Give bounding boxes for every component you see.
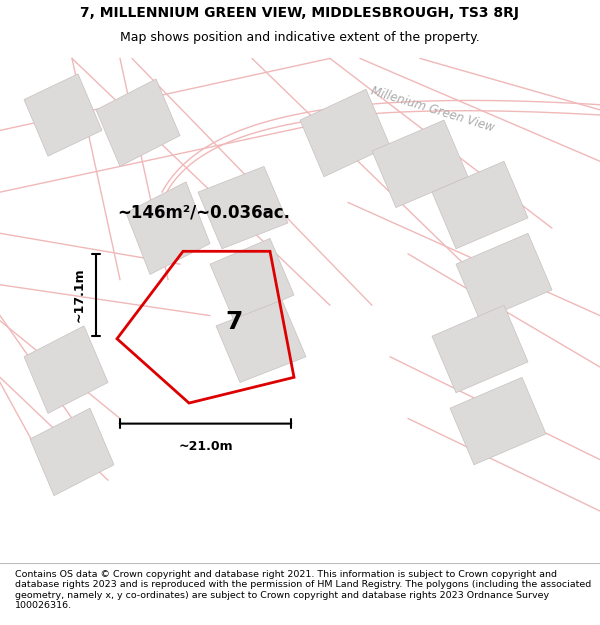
- Polygon shape: [24, 74, 102, 156]
- Polygon shape: [300, 89, 390, 177]
- Text: 7: 7: [226, 310, 242, 334]
- Text: ~21.0m: ~21.0m: [178, 440, 233, 453]
- Polygon shape: [216, 300, 306, 382]
- Text: Millenium Green View: Millenium Green View: [368, 85, 496, 135]
- Polygon shape: [24, 326, 108, 413]
- Polygon shape: [456, 233, 552, 321]
- Polygon shape: [432, 305, 528, 392]
- Polygon shape: [96, 79, 180, 166]
- Text: 7, MILLENNIUM GREEN VIEW, MIDDLESBROUGH, TS3 8RJ: 7, MILLENNIUM GREEN VIEW, MIDDLESBROUGH,…: [80, 6, 520, 21]
- Text: ~146m²/~0.036ac.: ~146m²/~0.036ac.: [117, 204, 290, 222]
- Polygon shape: [30, 408, 114, 496]
- Polygon shape: [198, 166, 288, 249]
- Text: ~17.1m: ~17.1m: [72, 268, 85, 322]
- Polygon shape: [372, 120, 468, 208]
- Polygon shape: [210, 239, 294, 321]
- Polygon shape: [450, 378, 546, 465]
- Polygon shape: [432, 161, 528, 249]
- Polygon shape: [126, 182, 210, 274]
- Text: Contains OS data © Crown copyright and database right 2021. This information is : Contains OS data © Crown copyright and d…: [15, 570, 591, 610]
- Text: Map shows position and indicative extent of the property.: Map shows position and indicative extent…: [120, 31, 480, 44]
